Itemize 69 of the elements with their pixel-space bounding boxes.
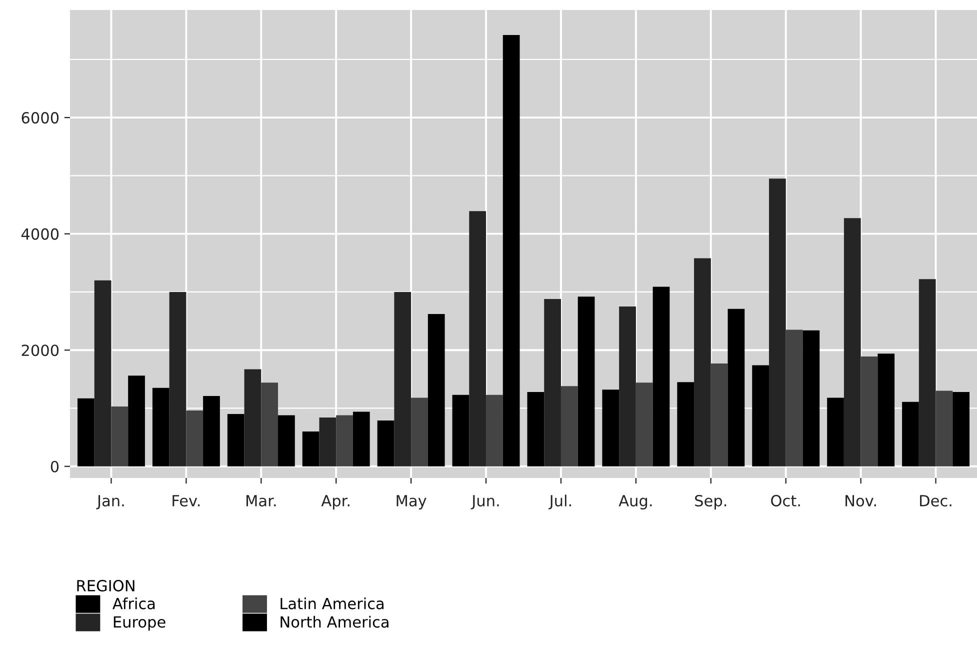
bar — [502, 35, 520, 466]
bar — [544, 298, 561, 466]
bar — [486, 394, 503, 466]
bar — [786, 330, 803, 466]
bar — [203, 396, 220, 466]
x-tick-label: Dec. — [920, 495, 952, 506]
x-tick-label: May — [396, 495, 426, 510]
bar — [428, 314, 445, 466]
bar — [578, 296, 595, 466]
x-tick-label: Apr. — [321, 495, 350, 510]
y-tick-label: 0 — [50, 460, 59, 472]
x-tick-label: Jul. — [548, 494, 571, 510]
bar — [77, 398, 94, 466]
y-tick-label: 2000 — [22, 344, 59, 356]
bar — [752, 365, 769, 466]
x-tick-label: Sep. — [695, 494, 726, 510]
bar — [802, 330, 820, 466]
x-tick-label: Nov. — [846, 495, 876, 506]
bar — [186, 410, 204, 466]
bar — [827, 398, 844, 466]
bar — [560, 386, 578, 466]
bar — [336, 415, 353, 466]
bar — [452, 394, 470, 466]
bar — [411, 398, 428, 466]
legend-label: North America — [280, 616, 388, 628]
bar — [169, 292, 186, 466]
bar — [394, 292, 412, 466]
bar — [152, 388, 170, 466]
x-tick-label: Jan. — [96, 495, 124, 510]
bar — [527, 392, 544, 466]
bar — [619, 306, 636, 466]
bar — [844, 218, 861, 466]
bar — [860, 356, 878, 466]
x-tick-label: Aug. — [618, 495, 652, 510]
bar — [377, 420, 394, 466]
bar — [677, 382, 694, 466]
bar — [319, 418, 336, 466]
legend-label: Europe — [114, 616, 166, 631]
bar — [469, 211, 486, 466]
bar — [652, 286, 670, 466]
bar — [602, 390, 620, 466]
bar — [227, 414, 244, 466]
bar — [636, 382, 653, 466]
y-tick-label: 4000 — [21, 228, 59, 240]
bar — [768, 178, 786, 466]
y-tick-label: 6000 — [22, 112, 59, 124]
bar — [918, 279, 936, 466]
bar — [936, 390, 953, 466]
bar — [278, 415, 295, 466]
bar — [261, 382, 278, 466]
legend-label: Africa — [112, 597, 155, 610]
bar — [94, 280, 112, 466]
bar — [302, 431, 320, 466]
bar — [902, 402, 919, 466]
x-tick-label: Jun. — [470, 495, 499, 510]
legend-title: REGION — [77, 580, 134, 592]
bar — [694, 258, 711, 466]
bar — [710, 363, 728, 466]
bar — [352, 412, 370, 466]
x-tick-label: Mar. — [246, 495, 276, 506]
bar — [244, 369, 262, 466]
bar — [728, 308, 745, 466]
bar — [111, 406, 128, 466]
legend-label: Latin America — [280, 597, 384, 610]
bar — [878, 354, 895, 466]
x-tick-label: Fev. — [172, 495, 200, 506]
bar — [952, 392, 970, 466]
bar — [128, 376, 145, 466]
x-tick-label: Oct. — [771, 494, 800, 506]
